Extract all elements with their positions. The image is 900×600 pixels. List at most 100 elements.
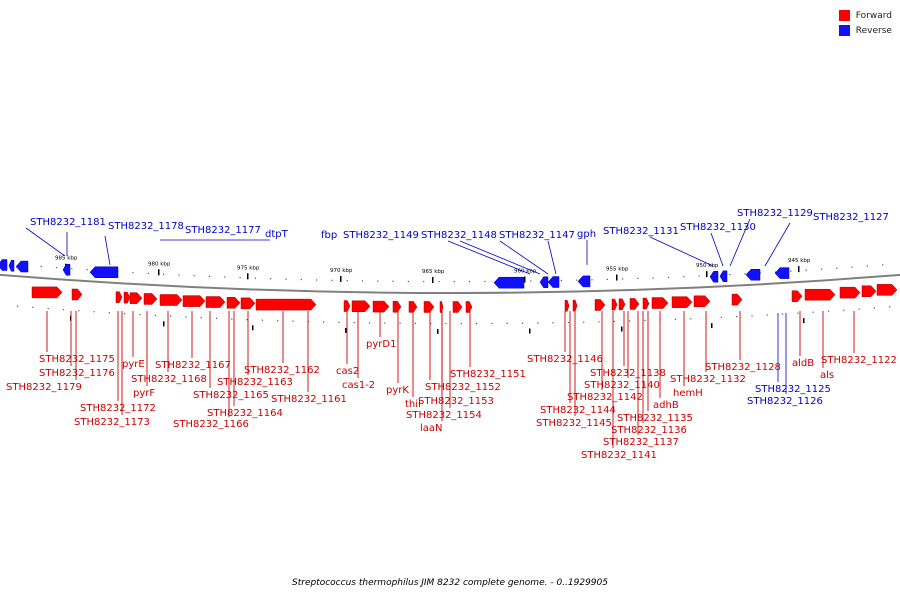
- tick-dot: [254, 277, 256, 279]
- tick-dot: [858, 308, 860, 310]
- leader-line: [547, 240, 557, 275]
- tick-dot: [667, 276, 670, 278]
- tick-mark-lower: [163, 321, 165, 327]
- tick-dot: [316, 279, 318, 281]
- tick-dot: [576, 279, 578, 281]
- forward-gene-arrow: [804, 288, 836, 301]
- forward-strand: [31, 284, 898, 313]
- gene-label-sth8232-1162: STH8232_1162: [244, 365, 320, 376]
- leader-line: [104, 235, 111, 266]
- tick-dot: [185, 316, 187, 318]
- forward-gene-arrow: [465, 301, 473, 313]
- tick-dot: [353, 322, 355, 324]
- reverse-strand: [0, 259, 790, 289]
- tick-dot: [423, 280, 425, 283]
- tick-dot: [720, 316, 722, 318]
- forward-gene-arrow: [611, 298, 618, 311]
- gene-label-cas1-2: cas1-2: [342, 380, 375, 391]
- legend-item-reverse: Reverse: [838, 23, 892, 38]
- tick-dot: [652, 277, 654, 279]
- tick-dot: [866, 265, 868, 267]
- forward-gene-arrow: [182, 295, 206, 307]
- tick-dot: [560, 279, 562, 282]
- tick-mark-lower: [529, 328, 531, 334]
- gene-label-sth8232-1153: STH8232_1153: [418, 396, 494, 407]
- tick-dot: [392, 280, 394, 282]
- tick-mark-lower: [803, 318, 805, 324]
- tick-dot: [231, 318, 233, 320]
- gene-label-laan: laaN: [420, 423, 443, 434]
- tick-dot: [124, 313, 126, 315]
- forward-gene-arrow: [115, 291, 123, 303]
- tick-dot: [591, 279, 593, 281]
- tick-dot: [484, 280, 486, 283]
- gene-label-sth8232-1132: STH8232_1132: [670, 374, 746, 385]
- tick-mark: [616, 274, 618, 281]
- gene-label-sth8232-1151: STH8232_1151: [450, 369, 526, 380]
- forward-gene-arrow: [642, 297, 650, 310]
- gene-label-sth8232-1141: STH8232_1141: [581, 450, 657, 461]
- gene-label-sth8232-1165: STH8232_1165: [193, 390, 269, 401]
- tick-dot: [71, 268, 73, 270]
- tick-dot: [644, 319, 646, 322]
- tick-mark-lower: [621, 326, 623, 332]
- gene-label-sth8232-1140: STH8232_1140: [584, 380, 660, 391]
- gene-label-pyre: pyrE: [122, 359, 145, 370]
- gene-label-sth8232-1135: STH8232_1135: [617, 413, 693, 424]
- tick-dot: [782, 313, 784, 315]
- forward-gene-arrow: [143, 293, 158, 305]
- tick-dot: [613, 320, 615, 322]
- tick-dot: [820, 268, 823, 270]
- tick-dot: [843, 309, 845, 311]
- tick-dot: [361, 280, 364, 282]
- forward-gene-arrow: [876, 284, 898, 296]
- forward-gene-arrow: [731, 293, 743, 306]
- reverse-gene-arrow: [493, 276, 525, 289]
- reverse-gene-arrow: [577, 275, 591, 288]
- gene-label-sth8232-1164: STH8232_1164: [207, 408, 283, 419]
- forward-gene-arrow: [564, 300, 570, 312]
- tick-dot: [629, 320, 631, 322]
- tick-label: 975 kbp: [237, 265, 260, 271]
- gene-label-sth8232-1166: STH8232_1166: [173, 419, 249, 430]
- tick-dot: [552, 322, 554, 324]
- tick-dot: [40, 265, 42, 268]
- tick-dot: [261, 319, 263, 321]
- tick-dot: [86, 269, 88, 271]
- tick-mark-lower: [345, 327, 347, 333]
- tick-dot: [460, 322, 462, 325]
- tick-dot: [399, 322, 401, 324]
- tick-dot: [812, 311, 814, 313]
- forward-gene-arrow: [452, 301, 463, 313]
- legend-swatch-reverse: [838, 25, 850, 36]
- leader-line: [459, 240, 541, 275]
- tick-dot: [93, 311, 95, 313]
- tick-mark: [432, 276, 434, 283]
- tick-dot: [62, 309, 65, 311]
- gene-label-sth8232-1125: STH8232_1125: [755, 384, 831, 395]
- tick-dot: [736, 316, 738, 318]
- tick-dot: [438, 280, 440, 283]
- tick-label: 960 kbp: [514, 269, 537, 275]
- gene-label-sth8232-1161: STH8232_1161: [271, 394, 347, 405]
- reverse-gene-arrow: [89, 266, 119, 279]
- gene-label-als: als: [820, 370, 834, 381]
- tick-mark: [524, 276, 526, 283]
- legend-label-forward: Forward: [855, 10, 892, 21]
- tick-mark: [706, 271, 708, 278]
- gene-label-sth8232-1172: STH8232_1172: [80, 403, 156, 414]
- tick-dot: [759, 272, 761, 274]
- tick-mark-lower: [437, 328, 439, 334]
- forward-gene-arrow: [31, 286, 63, 299]
- forward-gene-arrow: [423, 301, 435, 313]
- gene-label-sth8232-1173: STH8232_1173: [74, 417, 150, 428]
- tick-dot: [889, 306, 891, 308]
- tick-dot: [476, 322, 478, 325]
- tick-dot: [55, 267, 58, 269]
- gene-label-sth8232-1137: STH8232_1137: [603, 437, 679, 448]
- gene-label-sth8232-1126: STH8232_1126: [747, 396, 823, 407]
- gene-label-sth8232-1181: STH8232_1181: [30, 217, 106, 228]
- tick-dot: [132, 271, 134, 274]
- tick-label: 985 kbp: [55, 256, 78, 262]
